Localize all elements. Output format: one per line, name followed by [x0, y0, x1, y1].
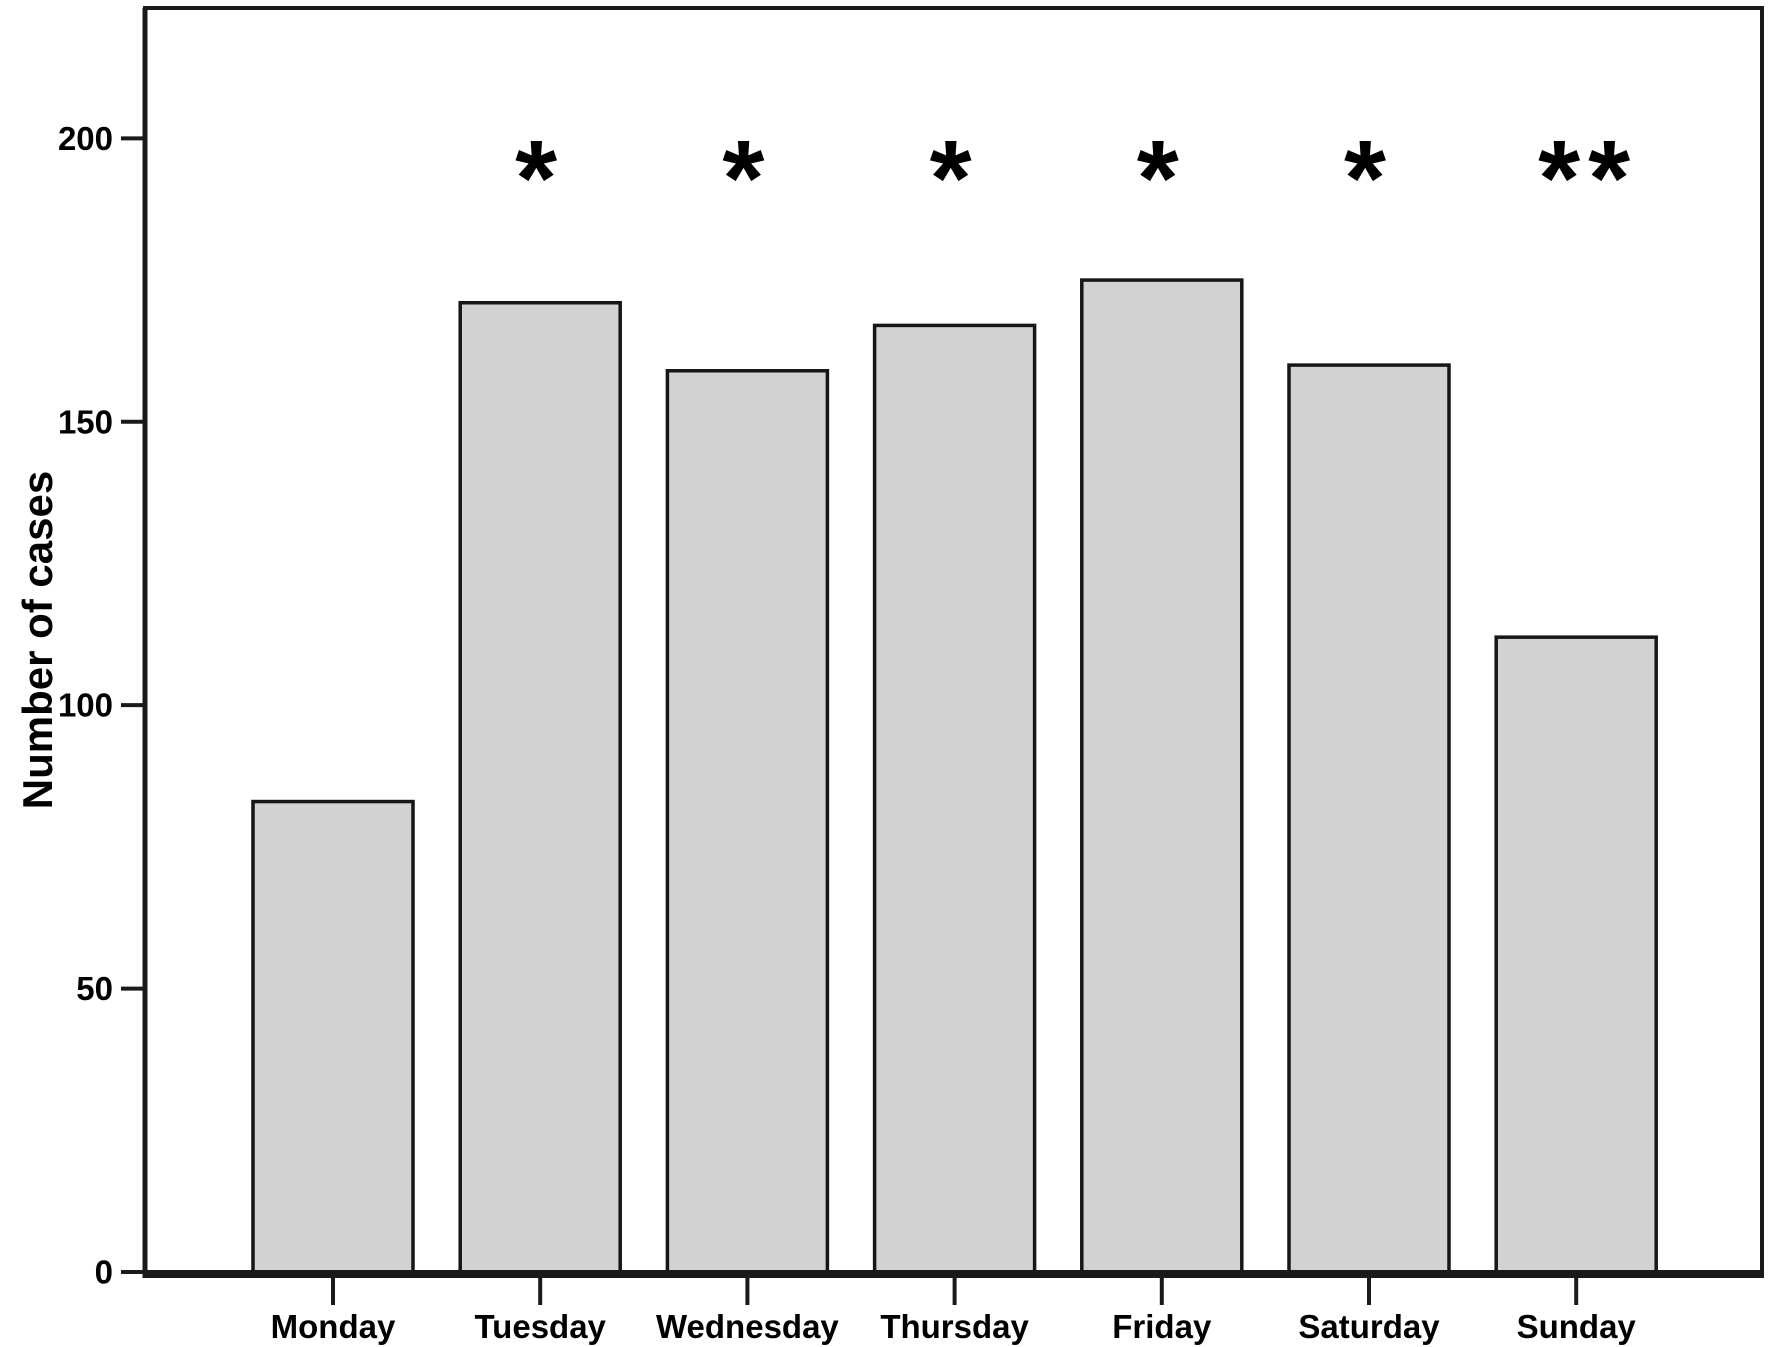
bar-sunday	[1494, 635, 1658, 1274]
bar-friday	[1080, 278, 1244, 1274]
bar-monday	[251, 799, 415, 1274]
y-tick-label-200: 200	[58, 120, 113, 157]
y-tick-label-0: 0	[95, 1254, 113, 1291]
bar-wednesday	[665, 369, 830, 1274]
significance-marker-tuesday: *	[515, 117, 565, 238]
x-tick-label-sunday: Sunday	[1517, 1308, 1637, 1345]
bar-thursday	[872, 323, 1037, 1274]
significance-marker-friday: *	[1137, 117, 1187, 238]
significance-marker-thursday: *	[930, 117, 980, 238]
x-tick-label-thursday: Thursday	[880, 1308, 1029, 1345]
y-tick-label-150: 150	[58, 403, 113, 440]
y-tick-label-50: 50	[76, 970, 113, 1007]
y-axis-title: Number of cases	[14, 471, 61, 809]
x-tick-label-tuesday: Tuesday	[474, 1308, 606, 1345]
x-tick-label-monday: Monday	[271, 1308, 396, 1345]
x-tick-label-wednesday: Wednesday	[656, 1308, 839, 1345]
bar-tuesday	[458, 300, 622, 1274]
significance-marker-sunday: **	[1538, 117, 1638, 238]
bar-saturday	[1287, 363, 1451, 1274]
significance-marker-wednesday: *	[722, 117, 772, 238]
significance-marker-saturday: *	[1344, 117, 1394, 238]
x-tick-label-saturday: Saturday	[1298, 1308, 1440, 1345]
y-tick-label-100: 100	[58, 687, 113, 724]
x-tick-label-friday: Friday	[1112, 1308, 1212, 1345]
